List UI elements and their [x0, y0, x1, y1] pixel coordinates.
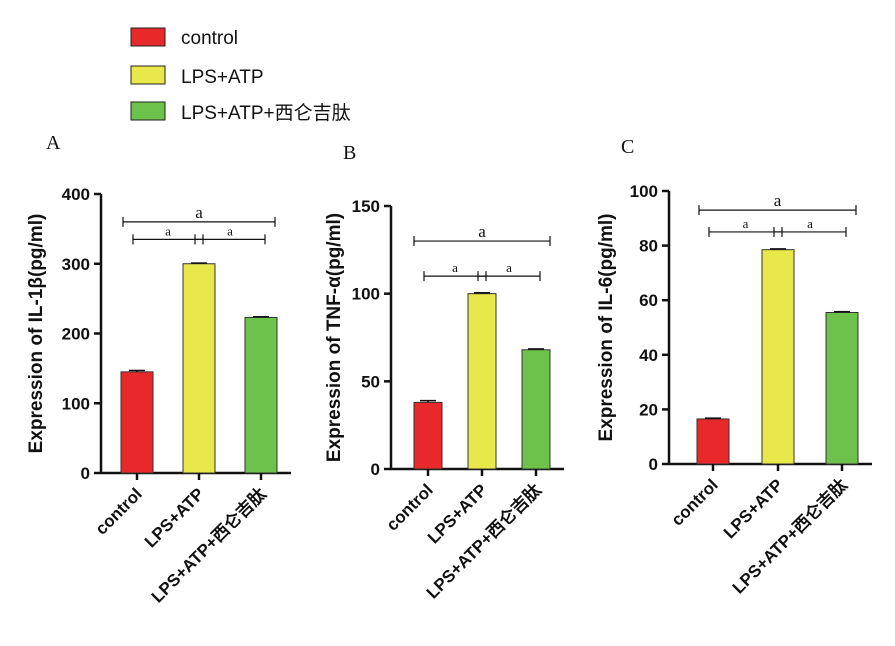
y-tick-label: 80: [639, 237, 658, 256]
y-tick-label: 20: [639, 400, 658, 419]
y-tick-label: 100: [62, 394, 90, 413]
x-tick-label-lps-atp-drug: LPS+ATP+西仑吉肽: [147, 483, 271, 607]
panel-label-c: C: [621, 136, 634, 158]
panel-label-a: A: [46, 132, 61, 154]
y-tick-label: 40: [639, 346, 658, 365]
sig-label: a: [774, 191, 782, 210]
y-tick-label: 0: [371, 460, 380, 479]
chart-il6: Expression of IL-6(pg/ml) 0 20 40 60 80 100 con…: [596, 182, 872, 597]
x-tick-label-control: control: [383, 480, 437, 534]
bar-lps-atp-drug: [521, 349, 551, 470]
sig-label: a: [227, 223, 233, 238]
bar-control: [696, 418, 730, 465]
x-tick-label-control: control: [92, 484, 146, 538]
y-axis-label: Expression of IL-1β(pg/ml): [26, 214, 47, 454]
bar-lps-atp-drug: [244, 316, 278, 474]
legend-swatch-lps-atp: [130, 65, 166, 85]
sig-label: a: [195, 203, 203, 222]
panel-label-b: B: [343, 142, 356, 164]
bar-lps-atp: [467, 293, 497, 470]
y-axis-label: Expression of TNF-α(pg/ml): [324, 213, 345, 462]
sig-label: a: [478, 222, 486, 241]
legend-label-lps-atp-drug: LPS+ATP+西仑吉肽: [181, 102, 351, 124]
x-tick-label-lps-atp-drug: LPS+ATP+西仑吉肽: [728, 474, 852, 598]
sig-label: a: [506, 260, 512, 275]
bar-control: [120, 371, 154, 474]
bar-lps-atp: [761, 249, 795, 465]
y-tick-label: 200: [62, 325, 90, 344]
y-tick-label: 150: [352, 197, 380, 216]
sig-label: a: [165, 223, 171, 238]
sig-label: a: [807, 216, 813, 231]
y-tick-label: 0: [649, 455, 658, 474]
chart-il1b: Expression of IL-1β(pg/ml) 0 100 200 300 400 c…: [26, 185, 291, 606]
bar-lps-atp: [182, 263, 216, 474]
bar-lps-atp-drug: [825, 311, 859, 465]
y-tick-label: 60: [639, 291, 658, 310]
legend: control LPS+ATP LPS+ATP+西仑吉肽: [130, 27, 351, 124]
legend-label-control: control: [181, 28, 238, 49]
y-axis-label: Expression of IL-6(pg/ml): [596, 213, 617, 441]
y-tick-label: 100: [352, 285, 380, 304]
x-tick-label-lps-atp: LPS+ATP: [720, 475, 787, 542]
x-tick-label-lps-atp: LPS+ATP: [141, 484, 208, 551]
y-tick-label: 0: [81, 464, 90, 483]
y-tick-label: 400: [62, 185, 90, 204]
sig-label: a: [743, 216, 749, 231]
chart-tnf-alpha: Expression of TNF-α(pg/ml) 0 50 100 150 contr…: [324, 197, 564, 602]
y-tick-label: 300: [62, 255, 90, 274]
legend-label-lps-atp: LPS+ATP: [181, 67, 264, 88]
y-tick-label: 100: [630, 182, 658, 201]
legend-swatch-lps-atp-drug: [130, 101, 166, 121]
sig-label: a: [452, 260, 458, 275]
legend-swatch-control: [130, 27, 166, 47]
y-tick-label: 50: [361, 372, 380, 391]
x-tick-label-control: control: [668, 475, 722, 529]
bar-control: [413, 401, 443, 470]
